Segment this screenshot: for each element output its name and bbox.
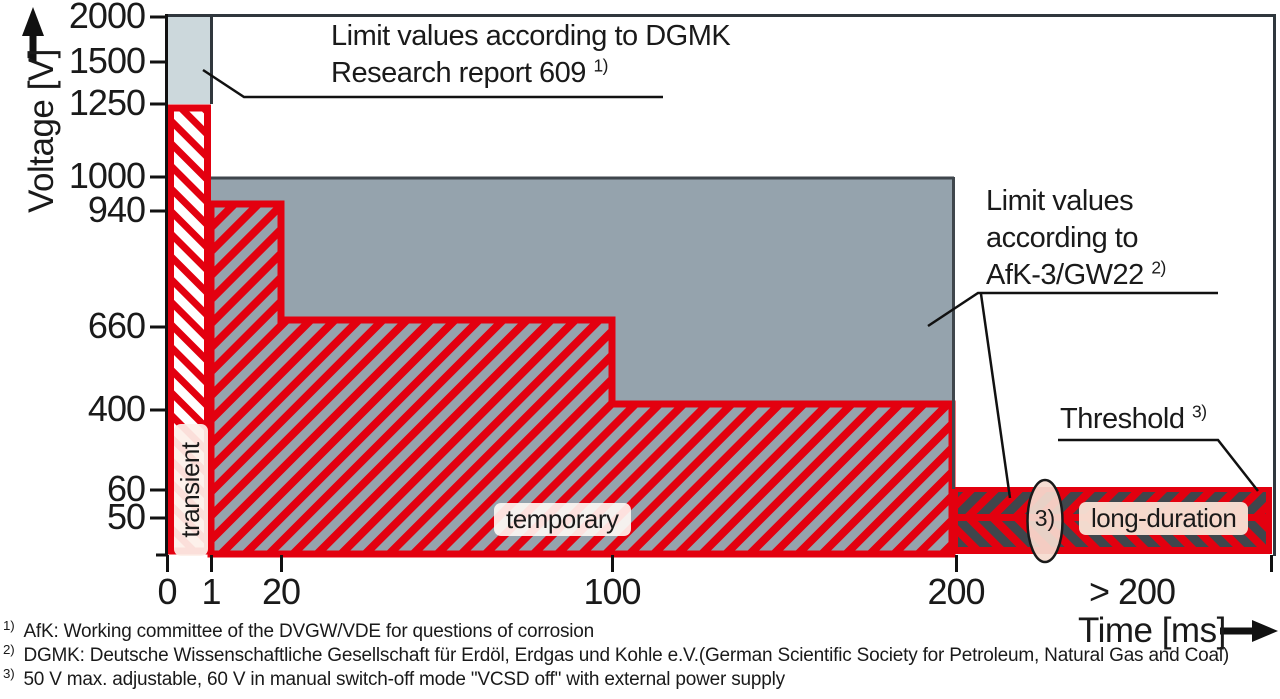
transient-region-label: transient — [174, 424, 208, 556]
footnote-3-ref: 3) — [3, 665, 15, 681]
y-tick-400: 400 — [87, 388, 146, 429]
footnote-2: 2) DGMK: Deutsche Wissenschaftliche Gesel… — [3, 641, 1273, 668]
threshold-annotation-text: Threshold — [1060, 403, 1185, 435]
x-tick-0: 0 — [157, 571, 177, 612]
footnote-3-ellipse-marker — [1026, 478, 1064, 564]
dgmk-annotation-line2: Research report 609 — [331, 57, 586, 89]
footnote-2-text: DGMK: Deutsche Wissenschaftliche Gesells… — [23, 645, 1230, 666]
footnote-1-text: AfK: Working committee of the DVGW/VDE f… — [23, 621, 595, 642]
x-tick-200: 200 — [927, 571, 985, 612]
footnote-1-ref: 1) — [3, 617, 15, 633]
x-tick-gt-200: > 200 — [1088, 571, 1176, 612]
dgmk-limit-area — [167, 16, 211, 104]
footnote-3: 3) 50 V max. adjustable, 60 V in manual s… — [3, 665, 1273, 692]
y-tick-1500: 1500 — [68, 40, 146, 81]
x-tick-1: 1 — [201, 571, 221, 612]
threshold-annotation: Threshold 3) — [1060, 401, 1207, 438]
afk-temporary-step-area — [207, 200, 956, 558]
y-tick-50: 50 — [106, 496, 146, 537]
afk-limit-annotation: Limit values according to AfK-3/GW22 2) — [986, 183, 1256, 294]
y-tick-940: 940 — [87, 189, 146, 230]
afk-callout-line-to-band — [979, 293, 1012, 499]
x-axis-title: Time [ms] — [1078, 611, 1226, 650]
time-axis-arrow-icon — [1220, 620, 1278, 642]
dgmk-callout-line — [202, 68, 663, 99]
dgmk-annotation-line1: Limit values according to DGMK — [331, 20, 731, 52]
y-tick-660: 660 — [87, 305, 146, 346]
afk-annotation-line1: Limit values — [986, 185, 1134, 217]
footnote-2-ref: 2) — [3, 641, 15, 657]
afk-annotation-line2: according to — [986, 222, 1139, 254]
y-tick-2000: 2000 — [68, 0, 146, 36]
x-tick-20: 20 — [261, 571, 301, 612]
footnote-3-ellipse-label: 3) — [1034, 505, 1056, 531]
voltage-axis-arrow-icon — [22, 7, 44, 62]
y-tick-60: 60 — [106, 468, 146, 509]
footnote-1: 1) AfK: Working committee of the DVGW/VDE… — [3, 617, 1273, 644]
x-tick-100: 100 — [583, 571, 641, 612]
footnotes: 1) AfK: Working committee of the DVGW/VDE… — [3, 617, 1273, 692]
afk-annotation-line3: AfK-3/GW22 — [986, 259, 1144, 291]
threshold-callout-line — [1058, 438, 1259, 492]
afk-annotation-ref: 2) — [1151, 257, 1166, 278]
y-tick-1000: 1000 — [68, 155, 146, 196]
x-axis-ticks — [166, 555, 1273, 572]
dgmk-annotation-ref: 1) — [593, 55, 608, 76]
dgmk-limit-annotation: Limit values according to DGMK Research … — [331, 18, 801, 92]
temporary-region-label: temporary — [494, 503, 631, 536]
afk-callout-line-to-gray-area — [927, 291, 1218, 328]
y-tick-1250: 1250 — [68, 82, 146, 123]
y-axis-ticks — [150, 15, 166, 520]
footnote-3-text: 50 V max. adjustable, 60 V in manual swi… — [23, 669, 785, 690]
long-duration-region-label: long-duration — [1079, 502, 1249, 535]
threshold-annotation-ref: 3) — [1192, 401, 1207, 422]
